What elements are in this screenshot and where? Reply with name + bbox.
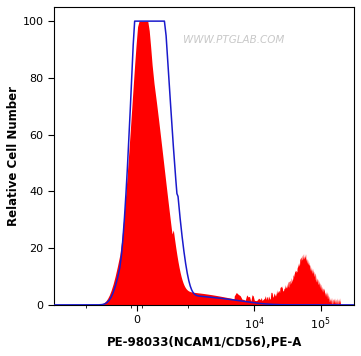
Text: WWW.PTGLAB.COM: WWW.PTGLAB.COM <box>183 35 285 45</box>
X-axis label: PE-98033(NCAM1/CD56),PE-A: PE-98033(NCAM1/CD56),PE-A <box>106 336 302 349</box>
Y-axis label: Relative Cell Number: Relative Cell Number <box>7 86 20 226</box>
